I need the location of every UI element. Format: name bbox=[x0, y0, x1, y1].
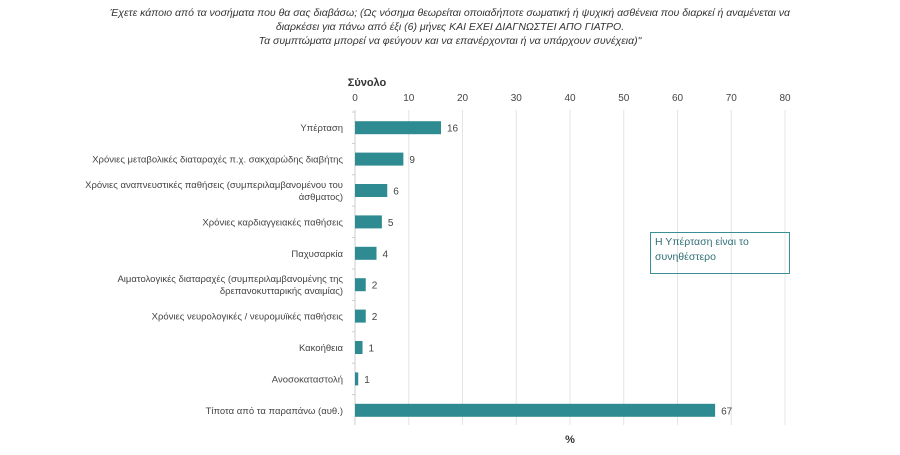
x-tick-label: 30 bbox=[511, 93, 523, 104]
category-label: Ανοσοκαταστολή bbox=[272, 374, 343, 385]
x-tick-label: 70 bbox=[726, 93, 738, 104]
bar bbox=[355, 278, 366, 292]
chart-title: Σύνολο bbox=[348, 77, 387, 89]
question-line-1: Έχετε κάποιο από τα νοσήματα που θα σας … bbox=[110, 7, 790, 19]
category-label: Υπέρταση bbox=[300, 123, 343, 134]
bar bbox=[355, 215, 382, 229]
x-tick-label: 10 bbox=[403, 93, 415, 104]
question-text: Έχετε κάποιο από τα νοσήματα που θα σας … bbox=[0, 6, 900, 48]
x-axis-label: % bbox=[565, 434, 575, 446]
bar bbox=[355, 184, 388, 197]
annotation-box: Η Υπέρταση είναι το συνηθέστερο bbox=[650, 232, 790, 274]
data-label: 1 bbox=[364, 375, 370, 386]
category-label: Χρόνιες νευρολογικές / νευρομυϊκές παθήσ… bbox=[152, 312, 344, 323]
x-tick-label: 20 bbox=[457, 93, 469, 104]
data-label: 67 bbox=[721, 406, 733, 417]
data-label: 16 bbox=[447, 124, 459, 135]
category-label: Αιματολογικές διαταραχές (συμπεριλαμβανο… bbox=[117, 274, 343, 285]
bar bbox=[355, 152, 404, 166]
category-label: δρεπανοκυτταρικής αναιμίας) bbox=[220, 286, 343, 297]
data-label: 5 bbox=[388, 218, 394, 229]
category-label: Τίποτα από τα παραπάνω (αυθ.) bbox=[206, 406, 343, 417]
bar bbox=[355, 309, 366, 323]
bar bbox=[355, 121, 441, 135]
x-tick-label: 60 bbox=[672, 93, 684, 104]
x-tick-label: 0 bbox=[352, 93, 358, 104]
bar bbox=[355, 246, 377, 260]
category-label: άσθματος) bbox=[299, 192, 343, 203]
category-label: Παχυσαρκία bbox=[291, 249, 343, 260]
x-tick-label: 50 bbox=[618, 93, 630, 104]
question-line-2: διαρκέσει για πάνω από έξι (6) μήνες ΚΑΙ… bbox=[275, 21, 625, 33]
bar bbox=[355, 372, 359, 386]
category-label: Χρόνιες καρδιαγγειακές παθήσεις bbox=[202, 217, 343, 228]
data-label: 2 bbox=[372, 281, 378, 292]
bar bbox=[355, 341, 363, 354]
category-label: Χρόνιες αναπνευστικές παθήσεις (συμπεριλ… bbox=[85, 180, 343, 191]
x-tick-label: 40 bbox=[564, 93, 576, 104]
data-label: 2 bbox=[372, 312, 378, 323]
bar bbox=[355, 403, 716, 417]
category-label: Κακοήθεια bbox=[299, 343, 344, 354]
data-label: 6 bbox=[393, 187, 399, 198]
category-label: Χρόνιες μεταβολικές διαταραχές π.χ. σακχ… bbox=[92, 155, 343, 166]
data-label: 9 bbox=[409, 155, 415, 166]
data-label: 1 bbox=[369, 344, 375, 355]
question-line-3: Τα συμπτώματα μπορεί να φεύγουν και να ε… bbox=[258, 35, 642, 47]
x-tick-label: 80 bbox=[779, 93, 791, 104]
data-label: 4 bbox=[383, 249, 389, 260]
